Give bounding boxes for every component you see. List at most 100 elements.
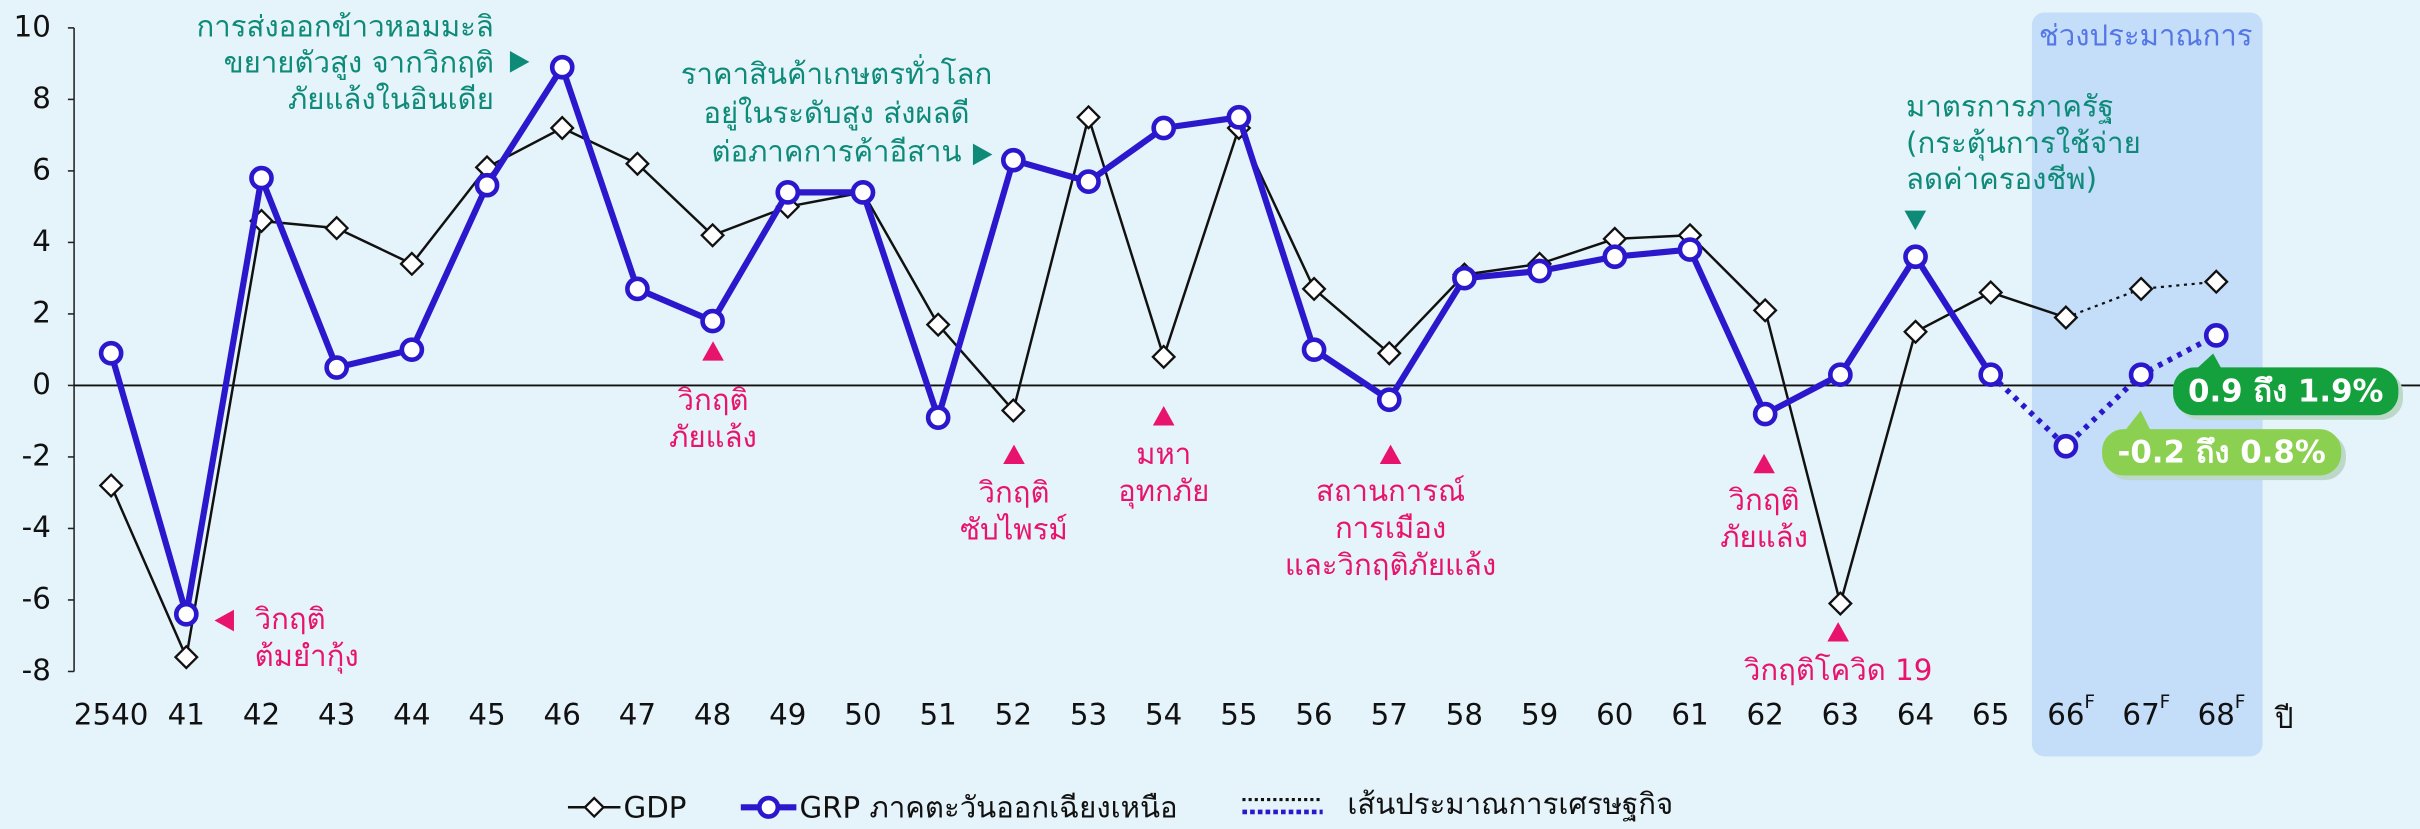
callout-box bbox=[2173, 367, 2399, 416]
x-tick-label: 50 bbox=[844, 698, 881, 732]
y-tick-label: -8 bbox=[22, 653, 51, 687]
x-tick-label: 46 bbox=[544, 698, 581, 732]
x-tick-label: 45 bbox=[468, 698, 505, 732]
point bbox=[324, 355, 350, 380]
x-tick-label: 47 bbox=[619, 698, 656, 732]
annotation-arrow bbox=[214, 609, 234, 632]
x-tick-label: 48 bbox=[694, 698, 731, 732]
point bbox=[98, 340, 124, 366]
y-tick-label: -6 bbox=[22, 581, 51, 615]
y-tick-label: 4 bbox=[32, 224, 51, 258]
point bbox=[700, 222, 726, 248]
x-tick-label: 52 bbox=[995, 698, 1032, 732]
forecast-superscript: F bbox=[2160, 692, 2171, 713]
x-tick-label: 56 bbox=[1295, 698, 1332, 732]
x-tick-label: 43 bbox=[318, 698, 355, 732]
x-tick-label: 61 bbox=[1671, 698, 1708, 732]
point bbox=[1677, 237, 1703, 262]
callout-text: -0.2 ถึง 0.8% bbox=[2118, 434, 2326, 470]
x-tick-label: 66 bbox=[2047, 698, 2084, 732]
annotation-text: วิกฤติ bbox=[677, 383, 749, 417]
point bbox=[1827, 591, 1853, 616]
series-line bbox=[108, 64, 1994, 618]
point bbox=[173, 601, 199, 627]
y-tick-label: -4 bbox=[22, 510, 51, 544]
annotation-arrow bbox=[702, 341, 724, 361]
forecast-line bbox=[1988, 332, 2218, 449]
annotation-arrow bbox=[972, 143, 993, 166]
annotation-text: อุทกภัย bbox=[1118, 474, 1209, 509]
annotation-text: ต่อภาคการค้าอีสาน bbox=[711, 134, 961, 168]
point bbox=[1903, 319, 1928, 345]
point bbox=[1376, 387, 1402, 413]
forecast-superscript: F bbox=[2235, 692, 2246, 713]
annotation-text: วิกฤติ bbox=[1728, 483, 1800, 517]
x-tick-label: 64 bbox=[1897, 698, 1934, 732]
y-tick-label: 0 bbox=[32, 367, 51, 401]
forecast-superscript: F bbox=[2084, 692, 2095, 713]
annotation-text: การส่งออกข้าวหอมมะลิ bbox=[197, 9, 494, 43]
x-tick-label: 60 bbox=[1596, 698, 1633, 732]
annotation-text: วิกฤติ bbox=[254, 602, 326, 636]
point bbox=[1000, 398, 1026, 423]
point bbox=[700, 308, 725, 334]
callout-pointer bbox=[2123, 410, 2152, 433]
x-tick-label: 59 bbox=[1521, 698, 1558, 732]
callout-box bbox=[2102, 429, 2342, 476]
point bbox=[1903, 244, 1928, 270]
point bbox=[1301, 337, 1327, 363]
annotation-text: ลดค่าครองชีพ) bbox=[1906, 162, 2097, 196]
point bbox=[2128, 276, 2154, 302]
x-tick-label: 51 bbox=[919, 698, 956, 732]
annotation-text: ขยายตัวสูง จากวิกฤติ bbox=[224, 46, 494, 81]
annotation-arrow bbox=[509, 51, 530, 73]
legend-marker bbox=[583, 796, 606, 819]
point bbox=[1752, 297, 1778, 323]
point bbox=[249, 165, 274, 191]
annotation-text: มาตรการภาครัฐ bbox=[1906, 90, 2114, 125]
annotation-text: วิกฤติโควิด 19 bbox=[1743, 653, 1932, 687]
x-tick-label: 44 bbox=[393, 698, 430, 732]
callout-pointer bbox=[2194, 353, 2223, 371]
point bbox=[399, 337, 425, 363]
x-tick-label: 67 bbox=[2122, 698, 2159, 732]
point bbox=[2203, 269, 2229, 295]
point bbox=[1452, 265, 1477, 291]
point bbox=[2053, 305, 2079, 330]
annotation-text: ราคาสินค้าเกษตรทั่วโลก bbox=[681, 54, 992, 91]
forecast-band-label: ช่วงประมาณการ bbox=[2039, 19, 2253, 53]
point bbox=[1828, 362, 1853, 388]
annotation-arrow bbox=[1003, 444, 1025, 465]
x-tick-label: 65 bbox=[1972, 698, 2009, 732]
point bbox=[2203, 323, 2229, 348]
point bbox=[1602, 244, 1628, 270]
legend-label: เส้นประมาณการเศรษฐกิจ bbox=[1347, 787, 1673, 822]
x-tick-label: 2540 bbox=[74, 698, 149, 732]
point bbox=[625, 276, 650, 302]
x-tick-label: 49 bbox=[769, 698, 806, 732]
x-tick-label: 54 bbox=[1145, 698, 1182, 732]
point bbox=[1301, 276, 1327, 302]
point bbox=[2053, 433, 2079, 459]
point bbox=[1076, 169, 1101, 194]
annotation-text: ซับไพรม์ bbox=[960, 513, 1068, 547]
point bbox=[1752, 401, 1778, 427]
legend-label: GDP bbox=[624, 790, 687, 824]
point bbox=[549, 115, 575, 141]
point bbox=[624, 151, 650, 177]
point bbox=[399, 251, 425, 277]
x-tick-label: 63 bbox=[1822, 698, 1859, 732]
series-line bbox=[109, 116, 2067, 659]
annotation-arrow bbox=[1827, 622, 1849, 642]
x-tick-label: 55 bbox=[1220, 698, 1257, 732]
point bbox=[98, 473, 124, 498]
legend-label: GRP ภาคตะวันออกเฉียงเหนือ bbox=[799, 790, 1177, 824]
annotation-text: (กระตุ้นการใช้จ่าย bbox=[1906, 126, 2141, 161]
x-tick-label: 41 bbox=[168, 698, 205, 732]
legend-marker bbox=[757, 795, 781, 819]
annotation-text: และวิกฤติภัยแล้ง bbox=[1285, 548, 1496, 582]
annotation-text: ต้มยำกุ้ง bbox=[255, 639, 359, 674]
annotation-text: ภัยแล้ง bbox=[669, 420, 757, 454]
point bbox=[1978, 280, 2004, 305]
